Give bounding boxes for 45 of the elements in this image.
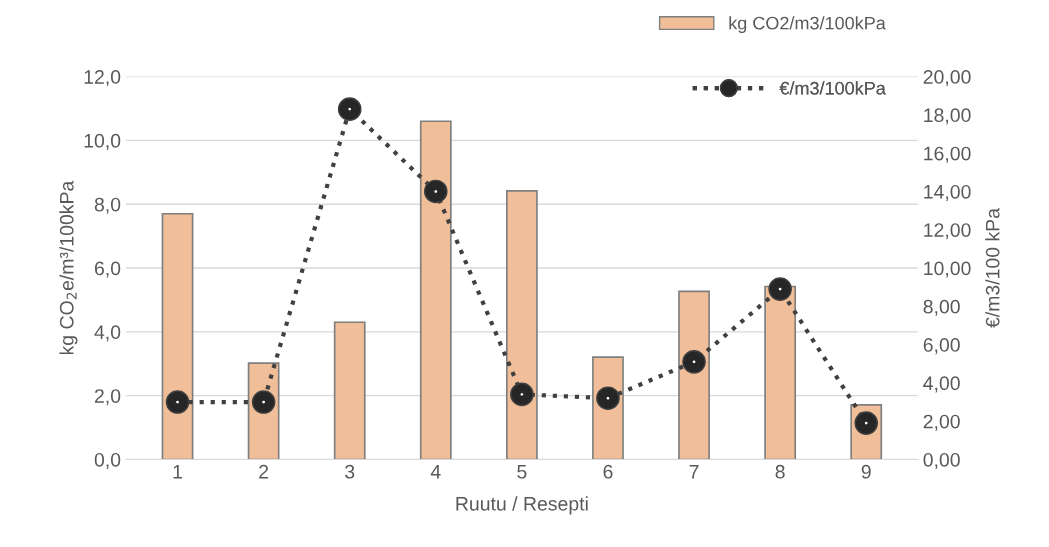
y2-tick-label: 4,00 [923,376,960,393]
point [423,179,448,204]
y-tick-label: 4,0 [94,325,121,342]
y2-tick-label: 8,00 [923,299,960,316]
bar [764,285,797,460]
bar [161,212,194,460]
y2-axis-title: €/m3/100 kPa [985,208,1000,328]
y2-tick-label: 20,00 [923,70,971,87]
legend-label: kg CO2/m3/100kPa [729,16,886,34]
x-tick-label: 2 [259,464,269,479]
legend-label: €/m3/100kPa [779,81,886,95]
y2-tick-label: 0,00 [923,452,960,470]
y-tick-label: 0,0 [94,452,121,470]
bar [505,189,538,460]
y2-tick-label: 6,00 [923,338,960,355]
y2-tick-label: 14,00 [924,184,971,201]
point [682,350,706,374]
y-tick-label: 8,0 [94,197,121,214]
y-tick-label: 10,0 [84,133,121,150]
x-tick-label: 9 [861,464,871,479]
bar [678,290,710,460]
y2-tick-label: 12,00 [924,223,971,240]
x-tick-label: 6 [603,464,613,479]
point [337,97,362,121]
x-tick-label: 8 [775,464,785,479]
bar [333,321,366,460]
y-tick-label: 2,0 [94,389,121,406]
y-tick-label: 12,0 [84,70,121,87]
y2-tick-label: 10,00 [924,261,971,278]
y2-tick-label: 18,00 [924,108,971,125]
x-tick-label: 3 [345,464,355,479]
point [596,386,620,411]
point [165,390,190,414]
bar [419,120,452,460]
point [768,277,792,301]
y-tick-label: 6,0 [94,261,121,278]
x-axis-title: Ruutu / Resepti [456,496,588,515]
x-tick-label: 1 [173,465,182,479]
x-tick-label: 4 [430,465,441,479]
x-tick-label: 5 [517,465,527,479]
point [510,382,534,407]
x-tick-label: 7 [689,465,699,479]
y2-tick-label: 16,00 [924,146,971,163]
y-axis-title: kg CO$_{2}$e/m³/100kPa [59,180,78,355]
y2-tick-label: 2,00 [923,414,960,431]
